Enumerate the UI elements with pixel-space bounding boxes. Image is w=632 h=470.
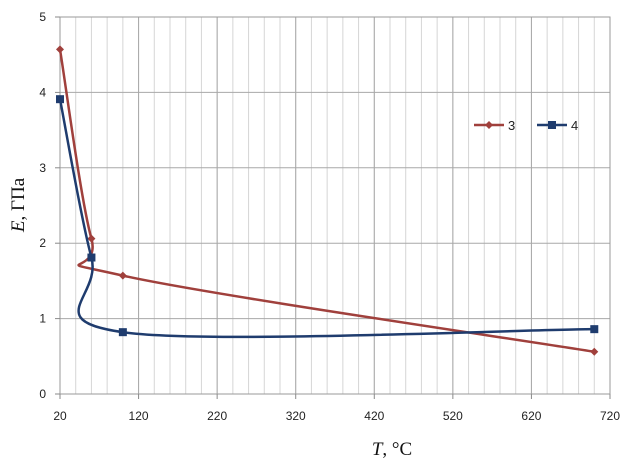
- plot-area-border: [59, 16, 611, 395]
- x-tick-label: 120: [129, 409, 149, 423]
- series-3: [56, 45, 599, 356]
- y-tick-label: 2: [39, 236, 46, 250]
- series-line-4: [58, 97, 596, 339]
- data-point-3: [56, 45, 64, 54]
- y-tick-label: 0: [39, 387, 46, 401]
- legend-item-3: 3: [474, 118, 515, 133]
- y-axis-symbol: E: [8, 220, 29, 233]
- axes: [55, 16, 611, 399]
- series-line-3: [58, 48, 596, 354]
- y-tick-label: 1: [39, 312, 46, 326]
- data-point-4: [87, 253, 96, 262]
- data-point-4: [56, 95, 64, 104]
- x-tick-label: 220: [207, 409, 227, 423]
- data-point-3: [118, 271, 127, 280]
- legend-label: 3: [508, 118, 515, 133]
- x-axis-title: T, °C: [372, 439, 412, 460]
- y-axis-unit: , ГПа: [8, 177, 29, 220]
- data-point-3: [590, 347, 599, 356]
- series-4: [56, 95, 599, 339]
- y-tick-label: 3: [39, 161, 46, 175]
- legend-label: 4: [571, 118, 578, 133]
- data-point-4: [118, 328, 127, 337]
- x-tick-label: 320: [286, 409, 306, 423]
- x-tick-label: 620: [521, 409, 541, 423]
- x-axis-symbol: T: [372, 439, 384, 460]
- x-tick-label: 720: [600, 409, 620, 423]
- legend-marker: [485, 121, 493, 129]
- y-tick-label: 5: [39, 10, 46, 24]
- legend-item-4: 4: [537, 118, 578, 133]
- data-point-3: [87, 234, 96, 243]
- y-tick-label: 4: [39, 85, 46, 99]
- x-tick-label: 520: [443, 409, 463, 423]
- x-tick-label: 420: [364, 409, 384, 423]
- legend-marker: [548, 121, 556, 129]
- series: [56, 45, 599, 356]
- data-point-4: [590, 325, 599, 334]
- x-tick-label: 20: [53, 409, 67, 423]
- y-axis-title: E, ГПа: [8, 177, 29, 233]
- x-axis-unit: , °C: [382, 439, 412, 460]
